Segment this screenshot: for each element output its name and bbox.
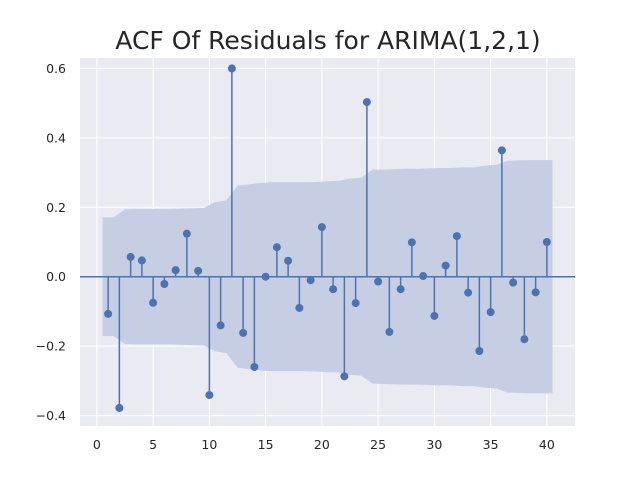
acf-point xyxy=(216,321,225,330)
acf-point xyxy=(374,277,383,286)
acf-point xyxy=(486,308,495,317)
acf-point xyxy=(385,327,394,336)
acf-point xyxy=(104,309,113,318)
y-tick-label: 0.2 xyxy=(46,200,66,215)
acf-point xyxy=(160,280,169,289)
acf-point xyxy=(396,285,405,294)
x-tick-labels: 0 5 10 15 20 25 30 35 40 xyxy=(93,437,555,452)
acf-point xyxy=(272,243,281,252)
x-tick-label: 0 xyxy=(93,437,101,452)
acf-point xyxy=(126,252,135,261)
acf-point xyxy=(497,146,506,155)
acf-point xyxy=(520,335,529,344)
acf-point xyxy=(419,272,428,281)
acf-point xyxy=(239,328,248,337)
acf-point xyxy=(115,403,124,412)
acf-point xyxy=(430,311,439,320)
x-tick-label: 20 xyxy=(314,437,330,452)
acf-point xyxy=(542,238,551,246)
acf-point xyxy=(452,232,461,241)
acf-point xyxy=(194,266,203,275)
x-tick-label: 5 xyxy=(149,437,157,452)
acf-point xyxy=(205,391,214,400)
acf-point xyxy=(531,288,540,297)
acf-point xyxy=(171,266,180,275)
acf-point xyxy=(227,64,236,73)
acf-point xyxy=(306,276,315,285)
acf-point xyxy=(250,362,259,371)
chart-title: ACF Of Residuals for ARIMA(1,2,1) xyxy=(115,26,540,55)
y-tick-label: 0.4 xyxy=(46,130,66,145)
y-tick-label: 0.6 xyxy=(46,61,66,76)
x-tick-label: 10 xyxy=(201,437,217,452)
acf-point xyxy=(407,238,416,247)
x-tick-label: 15 xyxy=(258,437,274,452)
acf-point xyxy=(351,299,360,308)
acf-point xyxy=(261,272,270,281)
acf-point xyxy=(475,347,484,356)
acf-stems xyxy=(104,64,551,412)
y-tick-label: 0.0 xyxy=(46,269,66,284)
acf-point xyxy=(149,298,158,307)
y-tick-labels: −0.4 −0.2 0.0 0.2 0.4 0.6 xyxy=(36,61,66,423)
acf-point xyxy=(317,223,326,232)
acf-point xyxy=(329,285,338,294)
x-tick-label: 35 xyxy=(483,437,499,452)
x-tick-label: 30 xyxy=(426,437,442,452)
acf-point xyxy=(509,278,518,287)
x-tick-label: 25 xyxy=(370,437,386,452)
acf-point xyxy=(362,98,371,107)
x-tick-label: 40 xyxy=(539,437,555,452)
acf-point xyxy=(284,256,293,265)
acf-point xyxy=(441,261,450,270)
acf-point xyxy=(182,229,191,238)
acf-point xyxy=(295,303,304,312)
acf-point xyxy=(464,288,473,297)
acf-point xyxy=(137,256,146,265)
acf-point xyxy=(340,372,349,381)
y-tick-label: −0.2 xyxy=(36,339,66,354)
y-tick-label: −0.4 xyxy=(36,408,66,423)
